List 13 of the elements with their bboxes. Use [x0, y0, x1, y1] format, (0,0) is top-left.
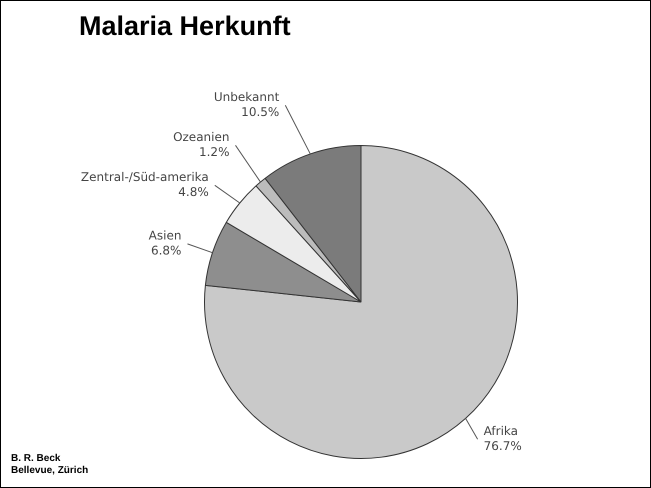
chart-title: Malaria Herkunft: [79, 11, 291, 42]
text: B. R. Beck: [11, 453, 62, 465]
data-label: 76.7%: [484, 438, 522, 453]
data-label: 6.8%: [150, 244, 182, 258]
slice-label: Asien: [148, 228, 182, 243]
data-label: 4.8%: [178, 184, 209, 199]
slice-label: Afrika: [484, 424, 518, 438]
slice-label: Unbekannt: [214, 90, 280, 104]
slice-label: Zentral-/Süd-amerika: [80, 170, 209, 184]
slice-label: Ozeanien: [173, 130, 230, 144]
text: Bellevue, Zürich: [11, 465, 88, 477]
data-label: 10.5%: [241, 104, 280, 119]
data-label: 1.2%: [198, 144, 230, 159]
